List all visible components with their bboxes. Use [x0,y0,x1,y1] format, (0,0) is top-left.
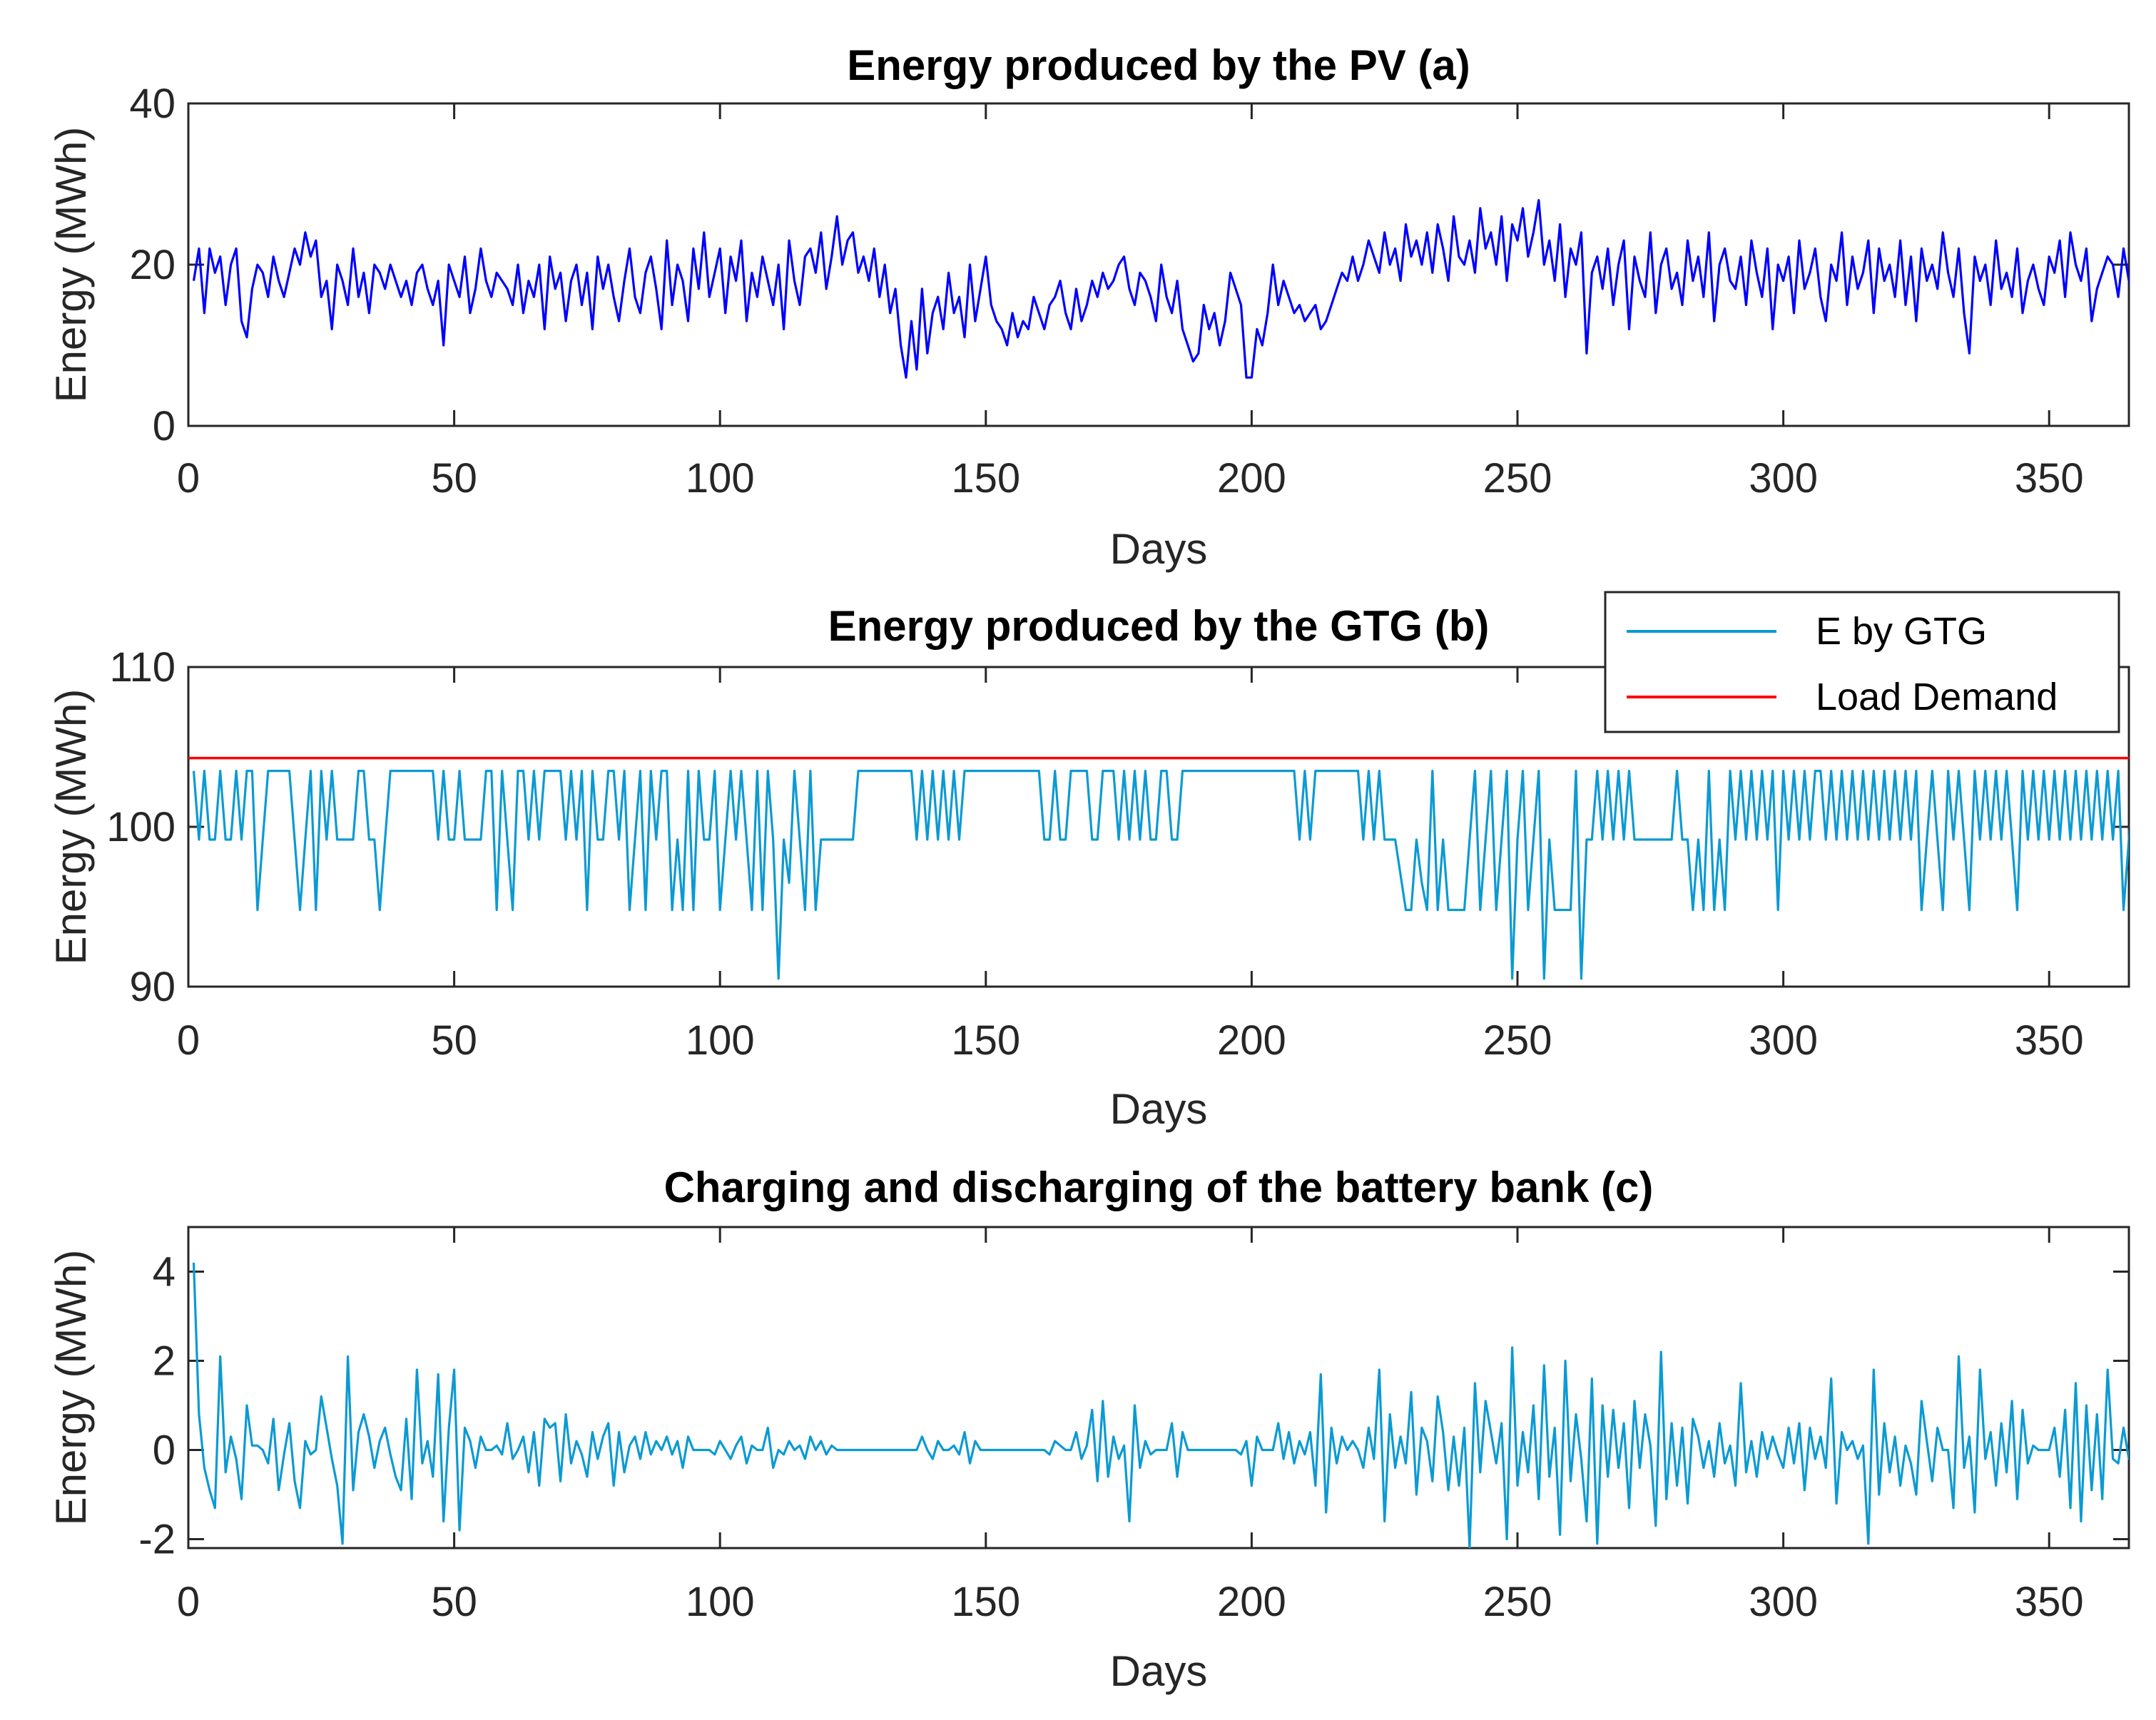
y-tick-label: 20 [129,242,176,288]
x-tick-label: 350 [2015,1017,2084,1064]
plot-area [187,1226,2130,1549]
plot-area [187,102,2130,427]
y-tick-label: 0 [153,403,176,449]
x-tick-label: 150 [951,1579,1020,1625]
y-axis-label: Energy (MWh) [47,689,95,965]
y-axis-label: Energy (MWh) [47,127,95,403]
panel-gtg: Energy produced by the GTG (b) 0 50 100 150 2… [47,591,2130,1133]
x-tick-label: 300 [1749,1017,1818,1064]
x-tick-label: 300 [1749,1579,1818,1625]
y-tick-label: 4 [153,1249,176,1296]
x-tick-label: 50 [431,455,477,502]
x-tick-label: 200 [1217,455,1286,502]
x-axis-label: Days [1110,1647,1208,1695]
y-tick-label: 100 [106,804,176,850]
chart-title: Energy produced by the GTG (b) [828,602,1490,650]
y-tick-label: 2 [153,1338,176,1385]
x-tick-label: 100 [686,1017,755,1064]
legend-box [1604,591,2120,733]
x-tick-label: 0 [177,1579,200,1625]
x-tick-label: 150 [951,455,1020,502]
x-tick-label: 350 [2015,1579,2084,1625]
x-axis-label: Days [1110,525,1208,573]
series-group [192,199,2129,379]
x-tick-label: 250 [1483,455,1552,502]
series-group [188,756,2129,980]
x-tick-label: 250 [1483,1017,1552,1064]
panel-battery: Charging and discharging of the battery … [47,1164,2130,1695]
legend-label: E by GTG [1816,610,1987,653]
x-tick-label: 0 [177,1017,200,1064]
y-tick-label: 40 [129,81,176,127]
x-tick-label: 100 [686,455,755,502]
legend: E by GTG Load Demand [1604,591,2120,733]
panel-pv: Energy produced by the PV (a) 0 50 100 150 20… [47,41,2130,573]
x-tick-label: 350 [2015,455,2084,502]
x-axis-label: Days [1110,1085,1208,1133]
x-tick-label: 200 [1217,1017,1286,1064]
y-tick-label: 0 [153,1428,176,1474]
series-line-pv [192,199,2129,379]
x-tick-label: 250 [1483,1579,1552,1625]
y-axis-label: Energy (MWh) [47,1250,95,1526]
legend-label: Load Demand [1816,676,2058,718]
x-tick-label: 300 [1749,455,1818,502]
x-tick-label: 0 [177,455,200,502]
series-line-gtg [192,769,2129,980]
y-tick-label: -2 [138,1517,176,1563]
series-line-battery [192,1262,2129,1548]
y-tick-label: 110 [110,644,176,691]
y-tick-label: 90 [129,964,176,1010]
chart-title: Energy produced by the PV (a) [847,41,1470,89]
series-group [192,1262,2129,1548]
x-tick-label: 200 [1217,1579,1286,1625]
x-tick-label: 100 [686,1579,755,1625]
x-tick-label: 150 [951,1017,1020,1064]
x-tick-label: 50 [431,1017,477,1064]
x-tick-label: 50 [431,1579,477,1625]
chart-title: Charging and discharging of the battery … [664,1164,1654,1211]
